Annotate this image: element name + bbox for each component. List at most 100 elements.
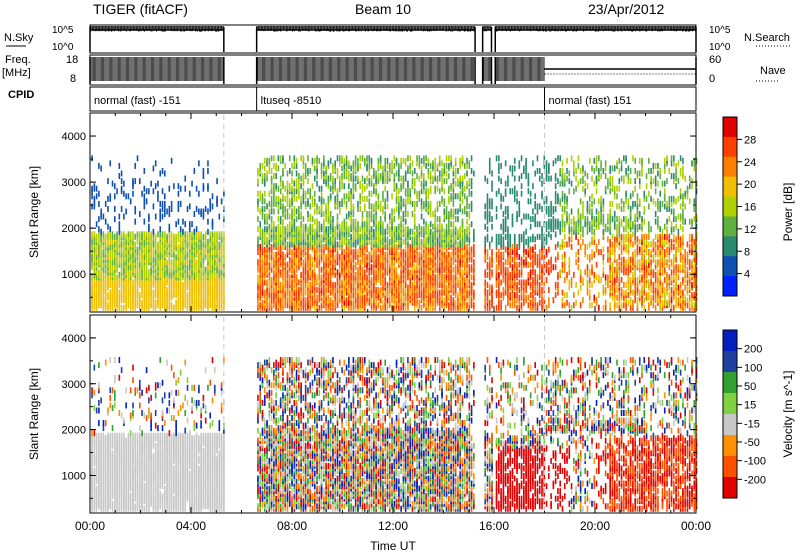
power-cell [259,208,262,215]
power-cell [109,243,112,250]
power-cell [134,162,137,169]
power-cell [361,195,364,202]
power-cell [359,259,362,266]
power-cell [107,223,109,230]
power-cell [300,195,302,202]
power-cell [395,226,398,233]
power-cell [166,259,168,266]
power-cell [184,185,187,192]
power-cell [363,284,366,291]
power-cell [91,274,93,281]
power-cell [150,231,152,238]
power-cell [354,261,357,268]
power-cell [386,251,389,258]
power-cell [202,167,205,174]
power-cell [118,271,121,278]
power-cell [318,185,321,192]
power-cell [327,195,330,202]
power-cell [304,223,307,230]
power-cell [159,208,162,215]
power-cell [375,287,377,294]
power-cell [325,173,327,180]
power-cell [300,155,302,162]
power-cell [275,276,277,283]
power-cell [91,284,93,291]
power-cell [107,302,109,309]
power-cell [302,198,305,205]
power-cell [211,203,214,210]
power-cell [343,254,346,261]
power-cell [268,281,271,288]
power-cell [323,218,325,225]
power-cell [295,259,298,266]
power-cell [179,251,182,258]
power-cell [350,241,352,248]
power-cell [288,274,291,281]
power-cell [393,162,396,169]
power-cell [175,299,177,306]
power-cell [118,173,121,180]
power-cell [350,165,352,172]
power-cell [298,264,300,271]
power-cell [95,193,98,200]
power-cell [323,271,325,278]
power-cell [173,251,175,258]
power-cell [352,299,355,306]
power-cell [329,193,332,200]
power-cell [98,226,100,233]
power-cell [382,284,384,291]
power-cell [161,279,164,286]
power-cell [382,261,384,268]
power-cell [311,294,314,301]
power-cell [398,304,400,311]
power-cell [168,231,171,238]
power-cell [145,198,148,205]
power-cell [136,155,139,162]
power-cell [145,266,148,273]
power-cell [370,211,373,218]
power-cell [395,281,398,288]
power-cell [154,160,157,167]
power-cell [295,157,298,164]
power-cell [368,178,371,185]
power-cell [366,155,368,162]
power-cell [170,302,173,309]
power-cell [320,162,323,169]
beam-title: Beam 10 [355,1,411,17]
power-cell [352,218,355,225]
power-cell [298,173,300,180]
power-cell [357,162,359,169]
power-cell [361,266,364,273]
power-cell [177,218,180,225]
power-cell [270,261,273,268]
power-cell [129,264,132,271]
power-cell [154,213,157,220]
power-cell [211,254,214,261]
power-cell [329,173,332,180]
power-cell [304,200,307,207]
power-cell [209,276,212,283]
power-cell [168,256,171,263]
power-cell [336,231,339,238]
power-cell [182,292,184,299]
power-cell [163,200,166,207]
power-cell [370,175,373,182]
power-cell [313,251,316,258]
power-cell [338,231,341,238]
power-cell [345,226,348,233]
power-cell [361,279,364,286]
power-cell [152,256,155,263]
power-cell [98,231,100,238]
power-cell [384,175,387,182]
power-cell [298,251,300,258]
power-cell [318,274,321,281]
power-cell [107,292,109,299]
power-cell [134,297,137,304]
power-cell [143,287,146,294]
power-cell [152,165,155,172]
power-cell [182,271,184,278]
power-cell [327,160,330,167]
power-cell [132,236,134,243]
power-cell [309,236,312,243]
